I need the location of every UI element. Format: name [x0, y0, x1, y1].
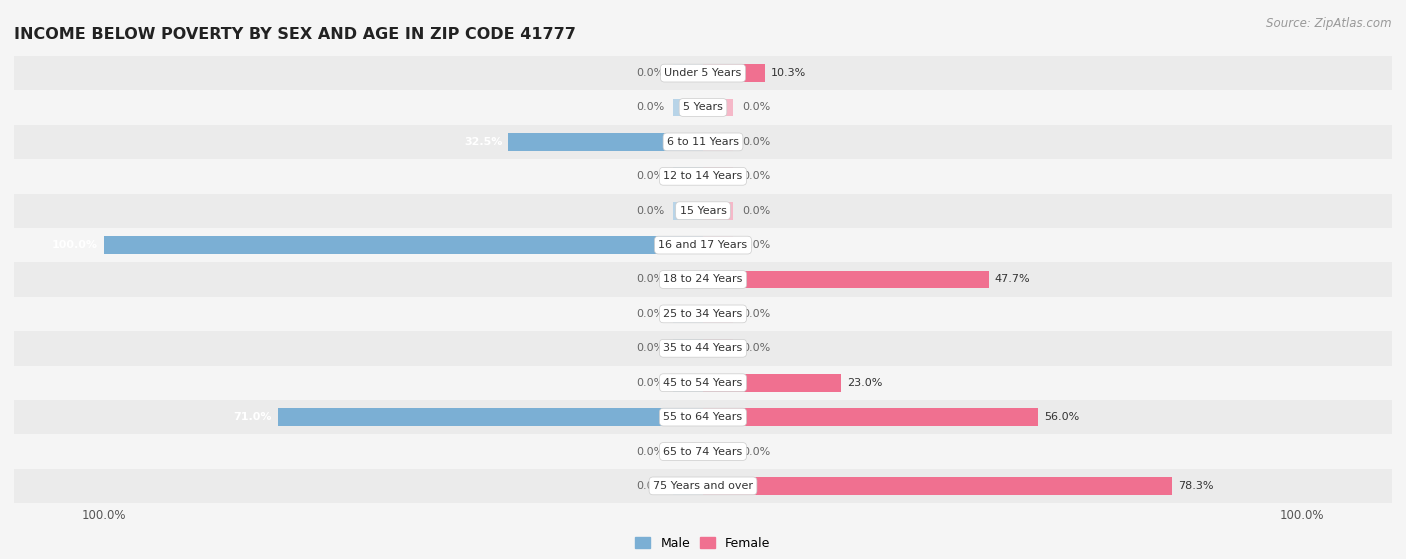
Text: 0.0%: 0.0% [742, 206, 770, 216]
Bar [104, 236, 703, 254]
Text: 0.0%: 0.0% [636, 206, 664, 216]
Bar [703, 305, 733, 323]
Text: 0.0%: 0.0% [636, 68, 664, 78]
Text: 65 to 74 Years: 65 to 74 Years [664, 447, 742, 457]
Text: 0.0%: 0.0% [742, 137, 770, 147]
Text: 45 to 54 Years: 45 to 54 Years [664, 378, 742, 388]
Bar [703, 443, 733, 461]
Bar [14, 434, 1392, 468]
Bar [673, 305, 703, 323]
Text: 0.0%: 0.0% [742, 309, 770, 319]
Bar [14, 159, 1392, 193]
Text: 0.0%: 0.0% [742, 102, 770, 112]
Bar [703, 98, 733, 116]
Text: 75 Years and over: 75 Years and over [652, 481, 754, 491]
Bar [703, 271, 988, 288]
Text: 25 to 34 Years: 25 to 34 Years [664, 309, 742, 319]
Text: 15 Years: 15 Years [679, 206, 727, 216]
Bar [703, 202, 733, 220]
Bar [673, 98, 703, 116]
Bar [673, 443, 703, 461]
Text: 18 to 24 Years: 18 to 24 Years [664, 274, 742, 285]
Text: 12 to 14 Years: 12 to 14 Years [664, 171, 742, 181]
Bar [277, 408, 703, 426]
Bar [14, 468, 1392, 503]
Text: 5 Years: 5 Years [683, 102, 723, 112]
Bar [673, 64, 703, 82]
Text: 0.0%: 0.0% [742, 343, 770, 353]
Bar [703, 167, 733, 185]
Bar [673, 271, 703, 288]
Bar [703, 477, 1173, 495]
Bar [703, 236, 733, 254]
Text: 0.0%: 0.0% [742, 447, 770, 457]
Bar [673, 202, 703, 220]
Text: 71.0%: 71.0% [233, 412, 271, 422]
Bar [673, 477, 703, 495]
Text: 78.3%: 78.3% [1178, 481, 1213, 491]
Legend: Male, Female: Male, Female [630, 532, 776, 555]
Bar [14, 125, 1392, 159]
Bar [14, 56, 1392, 91]
Text: 100.0%: 100.0% [52, 240, 98, 250]
Bar [673, 167, 703, 185]
Bar [703, 133, 733, 151]
Bar [14, 193, 1392, 228]
Bar [703, 339, 733, 357]
Text: 0.0%: 0.0% [636, 102, 664, 112]
Text: 6 to 11 Years: 6 to 11 Years [666, 137, 740, 147]
Text: 0.0%: 0.0% [636, 171, 664, 181]
Text: 55 to 64 Years: 55 to 64 Years [664, 412, 742, 422]
Text: 10.3%: 10.3% [770, 68, 806, 78]
Text: 47.7%: 47.7% [995, 274, 1031, 285]
Text: 23.0%: 23.0% [846, 378, 882, 388]
Text: 0.0%: 0.0% [636, 481, 664, 491]
Bar [14, 400, 1392, 434]
Text: 0.0%: 0.0% [636, 274, 664, 285]
Text: 0.0%: 0.0% [742, 171, 770, 181]
Text: INCOME BELOW POVERTY BY SEX AND AGE IN ZIP CODE 41777: INCOME BELOW POVERTY BY SEX AND AGE IN Z… [14, 27, 576, 42]
Bar [14, 91, 1392, 125]
Bar [673, 339, 703, 357]
Text: 56.0%: 56.0% [1045, 412, 1080, 422]
Text: 0.0%: 0.0% [742, 240, 770, 250]
Text: 35 to 44 Years: 35 to 44 Years [664, 343, 742, 353]
Text: 0.0%: 0.0% [636, 309, 664, 319]
Bar [14, 262, 1392, 297]
Bar [14, 297, 1392, 331]
Bar [703, 408, 1039, 426]
Text: Source: ZipAtlas.com: Source: ZipAtlas.com [1267, 17, 1392, 30]
Text: 0.0%: 0.0% [636, 343, 664, 353]
Bar [703, 374, 841, 392]
Bar [14, 366, 1392, 400]
Text: 0.0%: 0.0% [636, 378, 664, 388]
Text: 32.5%: 32.5% [464, 137, 502, 147]
Bar [673, 374, 703, 392]
Text: Under 5 Years: Under 5 Years [665, 68, 741, 78]
Bar [509, 133, 703, 151]
Bar [14, 331, 1392, 366]
Bar [14, 228, 1392, 262]
Bar [703, 64, 765, 82]
Text: 0.0%: 0.0% [636, 447, 664, 457]
Text: 16 and 17 Years: 16 and 17 Years [658, 240, 748, 250]
